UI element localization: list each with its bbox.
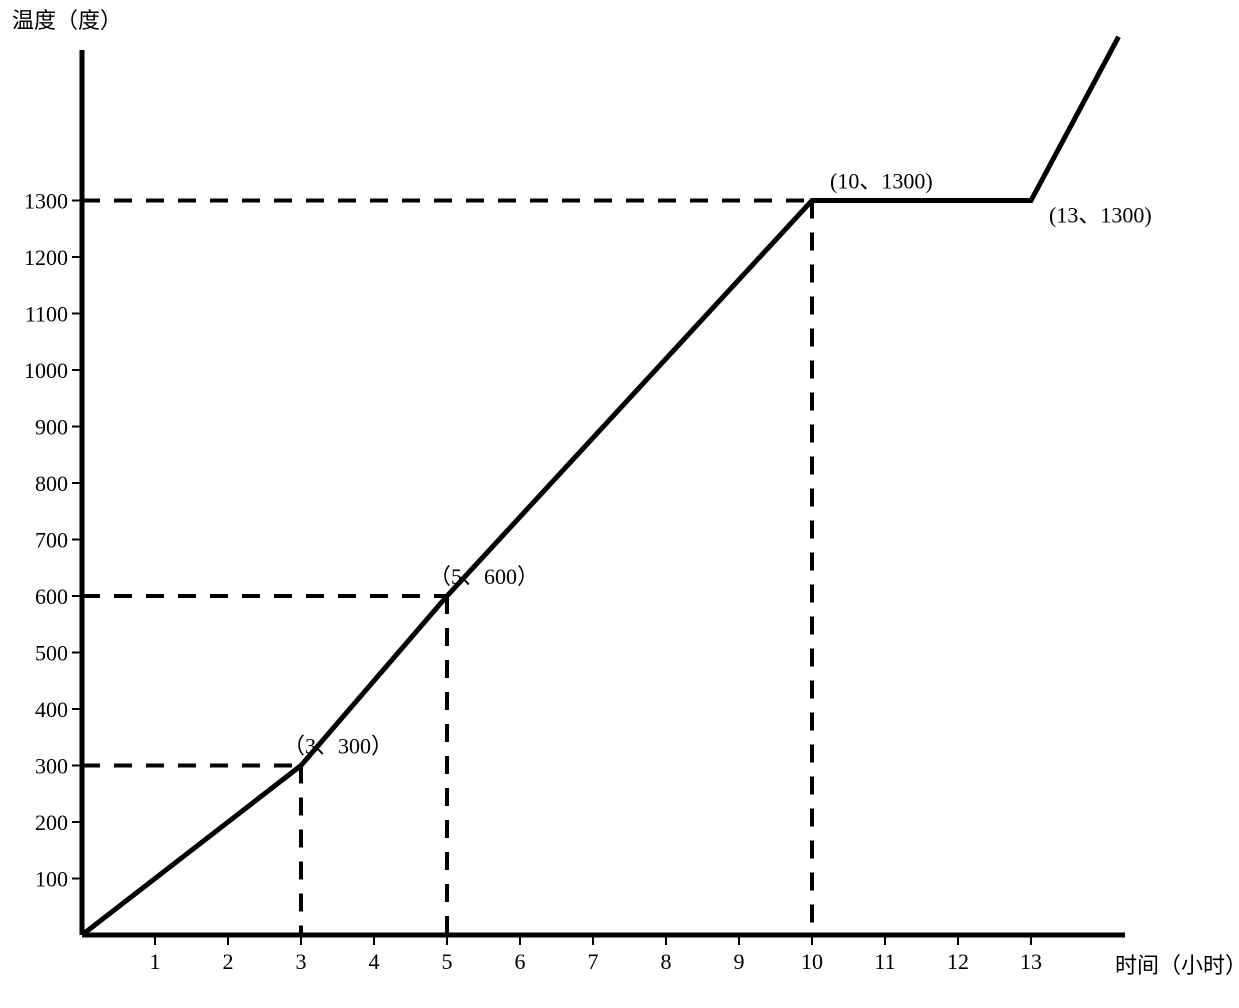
y-tick-label: 300 — [35, 754, 68, 779]
x-tick-label: 12 — [947, 949, 969, 974]
temperature-time-chart: 温度（度） 时间（小时） 100 200 300 400 500 600 700 800 900 10… — [0, 0, 1239, 1003]
y-tick-label: 800 — [35, 471, 68, 496]
x-tick-label: 8 — [661, 949, 672, 974]
y-tick-label: 200 — [35, 810, 68, 835]
x-tick-label: 7 — [588, 949, 599, 974]
x-tick-label: 1 — [150, 949, 161, 974]
x-tick-label: 11 — [874, 949, 895, 974]
x-axis-label: 时间（小时） — [1115, 953, 1239, 978]
point-annotation: （5、600） — [429, 564, 539, 589]
point-annotation: (13、1300) — [1049, 203, 1152, 228]
y-tick-label: 1200 — [24, 245, 68, 270]
y-tick-label: 1300 — [24, 189, 68, 214]
x-tick-label: 13 — [1020, 949, 1042, 974]
y-tick-label: 100 — [35, 867, 68, 892]
x-tick-label: 5 — [442, 949, 453, 974]
x-tick-label: 9 — [734, 949, 745, 974]
y-tick-label: 700 — [35, 528, 68, 553]
chart-svg: 温度（度） 时间（小时） 100 200 300 400 500 600 700 800 900 10… — [0, 0, 1239, 1003]
y-tick-label: 600 — [35, 584, 68, 609]
y-tick-label: 1000 — [24, 358, 68, 383]
y-tick-label: 400 — [35, 697, 68, 722]
y-tick-label: 900 — [35, 415, 68, 440]
x-tick-label: 6 — [515, 949, 526, 974]
y-axis-label: 温度（度） — [12, 8, 122, 33]
y-tick-label: 1100 — [25, 302, 68, 327]
point-annotation: (10、1300) — [830, 169, 933, 194]
x-tick-label: 3 — [296, 949, 307, 974]
x-tick-label: 2 — [223, 949, 234, 974]
point-annotation: （3、300） — [283, 734, 393, 759]
y-tick-label: 500 — [35, 641, 68, 666]
x-tick-label: 4 — [369, 949, 380, 974]
x-tick-label: 10 — [801, 949, 823, 974]
